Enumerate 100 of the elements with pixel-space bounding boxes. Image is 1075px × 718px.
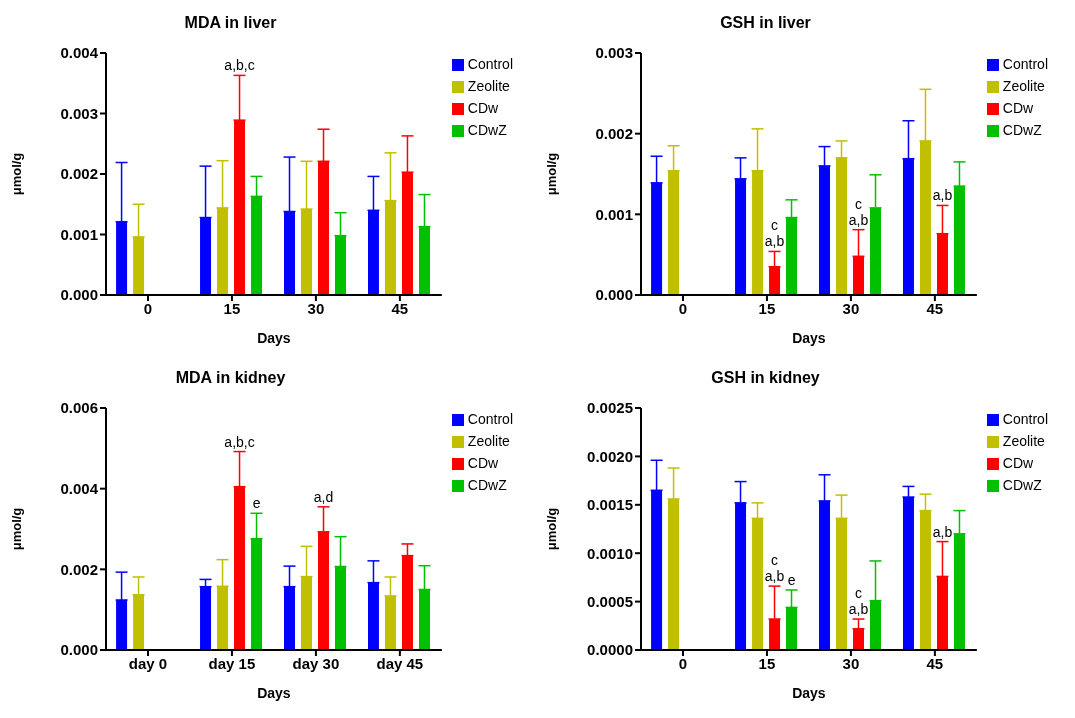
x-axis-title: Days: [792, 330, 826, 346]
legend-label: Zeolite: [1002, 78, 1045, 94]
legend-label: Control: [1002, 56, 1048, 72]
bar: [116, 221, 128, 295]
legend-label: Control: [467, 411, 513, 427]
x-axis-title: Days: [257, 330, 291, 346]
bar: [301, 209, 313, 295]
chart-title: MDA in kidney: [174, 368, 287, 388]
bar: [668, 170, 680, 295]
y-axis-title: μmol/g: [543, 507, 559, 551]
x-tick-label: 45: [391, 299, 409, 317]
annotation: a,b: [764, 233, 785, 250]
chart-title: GSH in kidney: [710, 368, 821, 388]
y-tick-label: 0.000: [60, 286, 98, 304]
bar: [651, 182, 663, 295]
annotation: a,b,c: [224, 57, 255, 74]
annotation: a,b: [848, 211, 869, 228]
bar: [234, 120, 246, 295]
legend-label: CDwZ: [467, 477, 507, 493]
y-tick-label: 0.003: [595, 44, 633, 62]
bar: [217, 207, 229, 295]
y-axis-title: μmol/g: [8, 152, 24, 196]
y-tick-label: 0.0025: [587, 399, 633, 417]
y-tick-label: 0.006: [60, 399, 98, 417]
bar: [902, 497, 914, 650]
y-axis-title: μmol/g: [8, 507, 24, 551]
legend-label: Zeolite: [1002, 433, 1045, 449]
y-tick-label: 0.0005: [587, 592, 633, 610]
bar: [836, 157, 848, 295]
x-tick-label: day 45: [376, 654, 424, 672]
y-tick-label: 0.003: [60, 104, 98, 122]
x-axis-title: Days: [792, 685, 826, 701]
y-tick-label: 0.001: [60, 225, 98, 243]
legend-label: CDw: [1002, 100, 1034, 116]
annotation: e: [787, 571, 796, 588]
x-tick-label: 30: [842, 654, 860, 672]
x-tick-label: 0: [678, 299, 688, 317]
x-tick-label: 0: [678, 654, 688, 672]
y-tick-label: 0.001: [595, 205, 633, 223]
bar: [318, 531, 330, 650]
annotation: c: [771, 217, 779, 234]
x-tick-label: 0: [143, 299, 153, 317]
y-tick-label: 0.002: [595, 124, 633, 142]
bar: [384, 595, 396, 650]
bar: [953, 186, 965, 295]
bar: [819, 500, 831, 650]
bar: [401, 172, 413, 295]
annotation: a,b: [932, 523, 953, 540]
legend-label: CDw: [467, 100, 499, 116]
y-tick-label: 0.000: [595, 286, 633, 304]
x-tick-label: day 15: [208, 654, 256, 672]
bar: [133, 236, 145, 295]
annotation: a,b: [764, 568, 785, 585]
annotation: a,b: [932, 187, 953, 204]
annotation: a,d: [313, 488, 334, 505]
y-tick-label: 0.004: [60, 479, 99, 497]
chart-title: GSH in liver: [719, 13, 812, 33]
x-tick-label: 45: [926, 299, 944, 317]
legend-label: Zeolite: [467, 433, 510, 449]
bar: [735, 502, 747, 650]
y-axis-title: μmol/g: [543, 152, 559, 196]
bar: [735, 178, 747, 295]
bar: [116, 599, 128, 650]
bar: [919, 140, 931, 295]
x-tick-label: day 0: [128, 654, 168, 672]
x-tick-label: 30: [307, 299, 325, 317]
x-tick-label: day 30: [292, 654, 340, 672]
y-tick-label: 0.002: [60, 560, 98, 578]
legend-label: Control: [1002, 411, 1048, 427]
y-tick-label: 0.0000: [587, 641, 633, 659]
x-tick-label: 45: [926, 654, 944, 672]
y-tick-label: 0.000: [60, 641, 98, 659]
annotation: c: [855, 195, 863, 212]
bar: [752, 170, 764, 295]
y-tick-label: 0.0010: [587, 544, 633, 562]
x-tick-label: 15: [758, 299, 776, 317]
annotation: c: [771, 552, 779, 569]
legend-label: CDw: [467, 455, 499, 471]
y-tick-label: 0.004: [60, 44, 99, 62]
x-tick-label: 30: [842, 299, 860, 317]
legend-label: Zeolite: [467, 78, 510, 94]
x-tick-label: 15: [758, 654, 776, 672]
legend-label: CDwZ: [1002, 477, 1042, 493]
legend-label: CDwZ: [1002, 122, 1042, 138]
y-tick-label: 0.0020: [587, 447, 633, 465]
annotation: c: [855, 585, 863, 602]
annotation: a,b,c: [224, 433, 255, 450]
bar: [769, 266, 781, 295]
legend-label: CDw: [1002, 455, 1034, 471]
y-tick-label: 0.002: [60, 165, 98, 183]
bar: [769, 619, 781, 650]
x-axis-title: Days: [257, 685, 291, 701]
bar: [953, 533, 965, 650]
y-tick-label: 0.0015: [587, 496, 633, 514]
annotation: a,b: [848, 601, 869, 618]
bar: [668, 498, 680, 650]
annotation: e: [252, 495, 261, 512]
bar: [819, 165, 831, 295]
legend-label: Control: [467, 56, 513, 72]
x-tick-label: 15: [223, 299, 241, 317]
